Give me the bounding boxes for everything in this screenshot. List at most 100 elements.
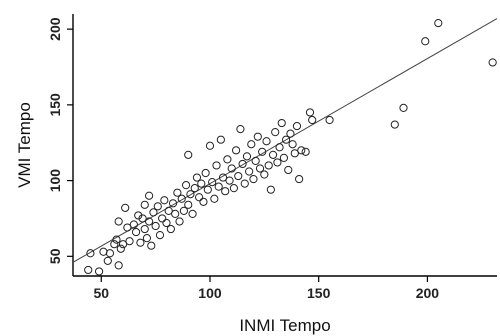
plot-area: 50 100 150 200 50 100 150 200 (47, 14, 498, 301)
data-point (145, 217, 154, 226)
data-point (390, 120, 399, 129)
data-point (277, 118, 286, 128)
data-point (236, 124, 245, 134)
data-point (212, 161, 221, 170)
data-point (305, 108, 315, 117)
data-point (297, 146, 306, 155)
data-point (195, 193, 204, 202)
data-point (140, 200, 149, 209)
data-point (186, 190, 195, 199)
data-point (290, 149, 299, 158)
data-point (249, 174, 258, 184)
data-point (190, 184, 199, 193)
data-point (231, 146, 241, 155)
data-point (227, 164, 236, 173)
data-point (399, 103, 408, 112)
data-point (258, 147, 267, 156)
y-tick-label: 200 (47, 17, 63, 41)
x-axis-title: INMI Tempo (239, 316, 330, 335)
data-point (208, 178, 217, 187)
x-tick-label: 150 (307, 285, 331, 301)
y-ticks: 50 100 150 200 (47, 17, 73, 264)
data-point (136, 238, 145, 247)
data-point (184, 150, 193, 159)
data-point (214, 182, 223, 191)
data-point (273, 158, 282, 167)
data-point (488, 58, 497, 67)
data-point (197, 179, 206, 188)
data-point (218, 173, 228, 182)
data-point (114, 217, 123, 226)
data-point (238, 159, 247, 169)
y-axis-title: VMI Tempo (15, 102, 34, 188)
data-point (110, 240, 119, 249)
x-ticks: 50 100 150 200 (93, 276, 439, 301)
data-point (145, 191, 154, 200)
data-point (164, 206, 173, 215)
data-point (162, 218, 171, 228)
data-point (286, 129, 295, 138)
points-layer (84, 18, 497, 276)
data-point (421, 37, 430, 46)
y-tick-label: 50 (47, 248, 63, 264)
data-point (175, 217, 184, 226)
data-point (181, 181, 191, 190)
data-point (142, 234, 152, 243)
data-point (229, 184, 239, 193)
data-point (131, 227, 141, 237)
data-point (140, 224, 149, 234)
x-tick-label: 200 (416, 285, 440, 301)
data-point (173, 188, 182, 197)
data-point (262, 137, 271, 146)
data-point (281, 135, 291, 144)
data-point (151, 221, 160, 231)
data-point (147, 241, 156, 250)
data-point (205, 141, 215, 150)
data-point (247, 140, 256, 149)
data-point (199, 197, 208, 206)
data-point (105, 249, 115, 258)
data-point (134, 211, 143, 220)
data-point (203, 185, 212, 194)
data-point (171, 209, 180, 219)
data-point (184, 200, 193, 209)
data-point (279, 153, 289, 162)
x-tick-label: 50 (93, 285, 109, 301)
data-point (266, 185, 275, 194)
data-point (221, 187, 230, 196)
data-point (223, 155, 232, 164)
data-point (201, 168, 210, 178)
data-point (255, 164, 265, 173)
data-point (234, 171, 243, 181)
data-point (138, 214, 147, 223)
data-point (325, 115, 334, 125)
data-point (155, 231, 165, 240)
data-point (166, 224, 175, 234)
x-tick-label: 100 (198, 285, 222, 301)
data-point (264, 161, 273, 170)
data-point (160, 196, 169, 205)
data-point (251, 156, 260, 166)
data-point (149, 208, 158, 217)
data-point (153, 202, 162, 211)
data-point (188, 209, 197, 219)
data-point (129, 220, 138, 229)
data-point (434, 18, 443, 28)
data-point (125, 237, 134, 246)
data-point (242, 152, 252, 161)
data-point (179, 206, 188, 215)
y-tick-label: 100 (47, 169, 63, 193)
data-point (99, 247, 108, 256)
data-point (275, 143, 284, 152)
y-tick-label: 150 (47, 93, 63, 117)
data-point (271, 128, 280, 137)
data-point (216, 135, 225, 144)
data-point (123, 223, 132, 232)
data-point (288, 140, 297, 149)
data-point (260, 170, 269, 179)
fit-line (72, 18, 498, 263)
data-point (168, 199, 178, 208)
data-point (103, 256, 112, 265)
data-point (118, 240, 128, 249)
